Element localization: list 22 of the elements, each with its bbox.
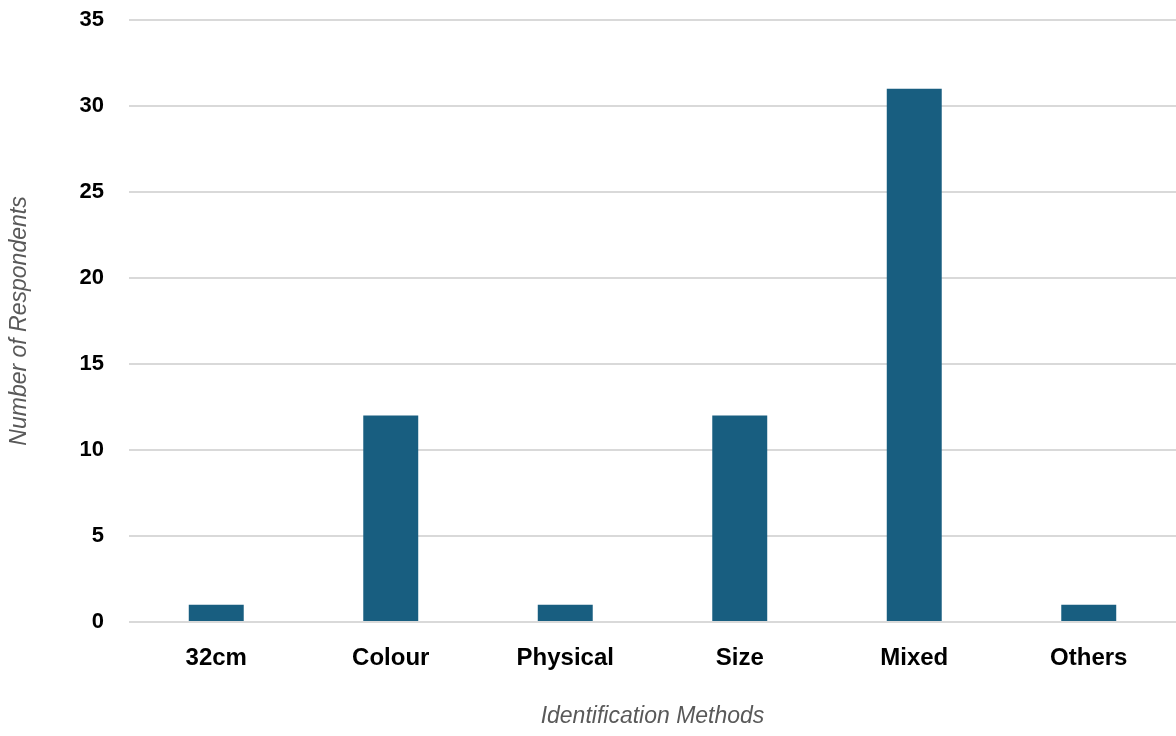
x-axis-title: Identification Methods [540,701,765,728]
y-tick-label: 25 [79,178,104,204]
x-tick-label: Size [715,643,764,671]
y-tick-label: 20 [79,264,104,290]
y-tick-label: 35 [79,6,104,32]
bar [188,604,244,621]
y-tick-label: 10 [79,436,104,462]
x-tick-label: Others [1050,643,1128,671]
x-tick-label: Mixed [880,643,949,671]
bar [1061,604,1117,621]
y-tick-label: 15 [79,350,104,376]
y-axis-title: Number of Respondents [5,195,32,446]
x-tick-label: Physical [516,643,614,671]
y-tick-label: 0 [91,608,104,634]
y-tick-label: 5 [91,522,104,548]
bar [886,88,942,621]
bar [363,415,419,621]
y-tick-label: 30 [79,92,104,118]
x-tick-label: 32cm [185,643,247,671]
x-tick-label: Colour [352,643,430,671]
bar [712,415,768,621]
bar [537,604,593,621]
